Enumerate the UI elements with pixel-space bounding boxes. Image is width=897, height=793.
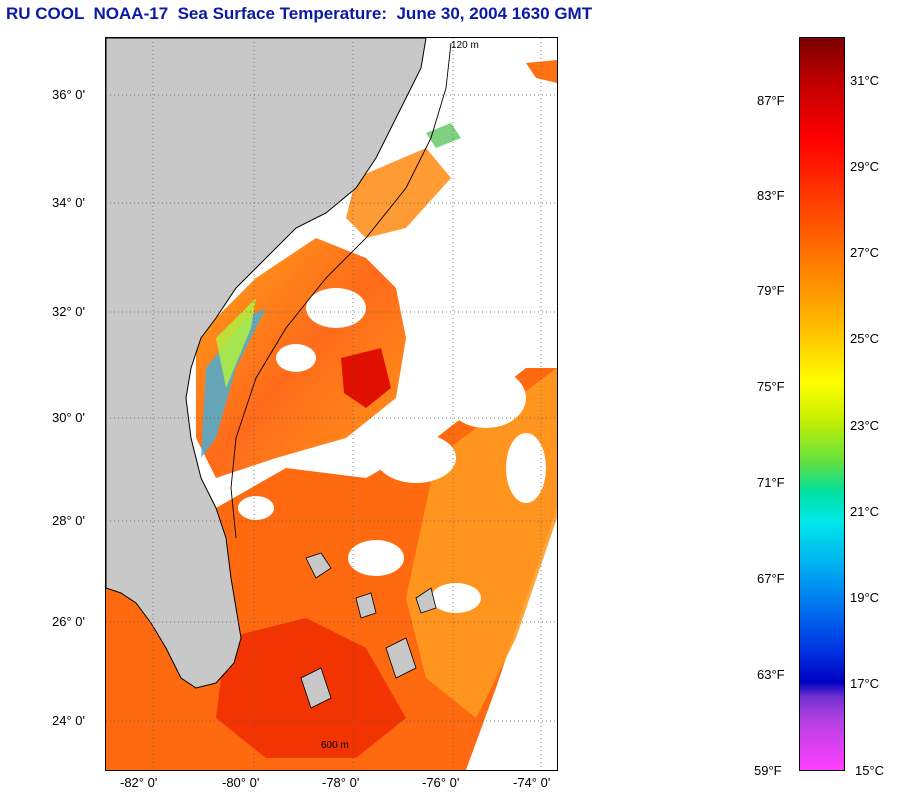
lon-label-74: -74° 0' bbox=[513, 775, 551, 790]
cb-c-17: 17°C bbox=[850, 676, 880, 691]
cb-f-79: 79°F bbox=[757, 283, 785, 298]
lat-label-26: 26° 0' bbox=[52, 614, 85, 629]
isobath-contour bbox=[230, 42, 452, 539]
lon-label-76: -76° 0' bbox=[422, 775, 460, 790]
cb-f-71: 71°F bbox=[757, 475, 785, 490]
sst-patch-hatteras bbox=[426, 123, 461, 148]
cb-f-59: 59°F bbox=[754, 763, 782, 778]
cloud-cover bbox=[238, 288, 546, 613]
cb-c-29: 29°C bbox=[850, 159, 880, 174]
lon-label-80: -80° 0' bbox=[222, 775, 260, 790]
cb-f-75: 75°F bbox=[757, 379, 785, 394]
cb-f-67: 67°F bbox=[757, 571, 785, 586]
lat-label-28: 28° 0' bbox=[52, 513, 85, 528]
bahamas-islands bbox=[300, 552, 437, 709]
cb-c-21: 21°C bbox=[850, 504, 880, 519]
sst-map-canvas: 120 m 600 m bbox=[106, 38, 557, 770]
lat-label-36: 36° 0' bbox=[52, 87, 85, 102]
lat-label-30: 30° 0' bbox=[52, 410, 85, 425]
lon-label-78: -78° 0' bbox=[322, 775, 360, 790]
map-title: RU COOL NOAA-17 Sea Surface Temperature:… bbox=[6, 4, 593, 23]
cb-c-25: 25°C bbox=[850, 331, 880, 346]
isobath-label-600: 600 m bbox=[321, 740, 349, 751]
cb-c-15: 15°C bbox=[855, 763, 885, 778]
cb-f-87: 87°F bbox=[757, 93, 785, 108]
sst-cool-shelf-band-inner bbox=[216, 298, 256, 388]
cb-c-23: 23°C bbox=[850, 418, 880, 433]
cb-c-31: 31°C bbox=[850, 73, 880, 88]
lat-label-34: 34° 0' bbox=[52, 195, 85, 210]
cb-f-83: 83°F bbox=[757, 188, 785, 203]
cb-f-63: 63°F bbox=[757, 667, 785, 682]
temperature-colorbar bbox=[799, 37, 845, 771]
cb-c-19: 19°C bbox=[850, 590, 880, 605]
cb-c-27: 27°C bbox=[850, 245, 880, 260]
sst-swath-north bbox=[346, 148, 451, 238]
lon-label-82: -82° 0' bbox=[120, 775, 158, 790]
land-southeast-us bbox=[106, 38, 427, 689]
sst-cool-shelf-band bbox=[201, 308, 266, 458]
sst-patch-northeast bbox=[526, 60, 557, 83]
sst-map: 120 m 600 m bbox=[105, 37, 558, 771]
isobath-label-120: 120 m bbox=[451, 40, 479, 51]
lat-label-32: 32° 0' bbox=[52, 304, 85, 319]
sst-warm-core-central bbox=[341, 348, 391, 408]
lat-label-24: 24° 0' bbox=[52, 713, 85, 728]
